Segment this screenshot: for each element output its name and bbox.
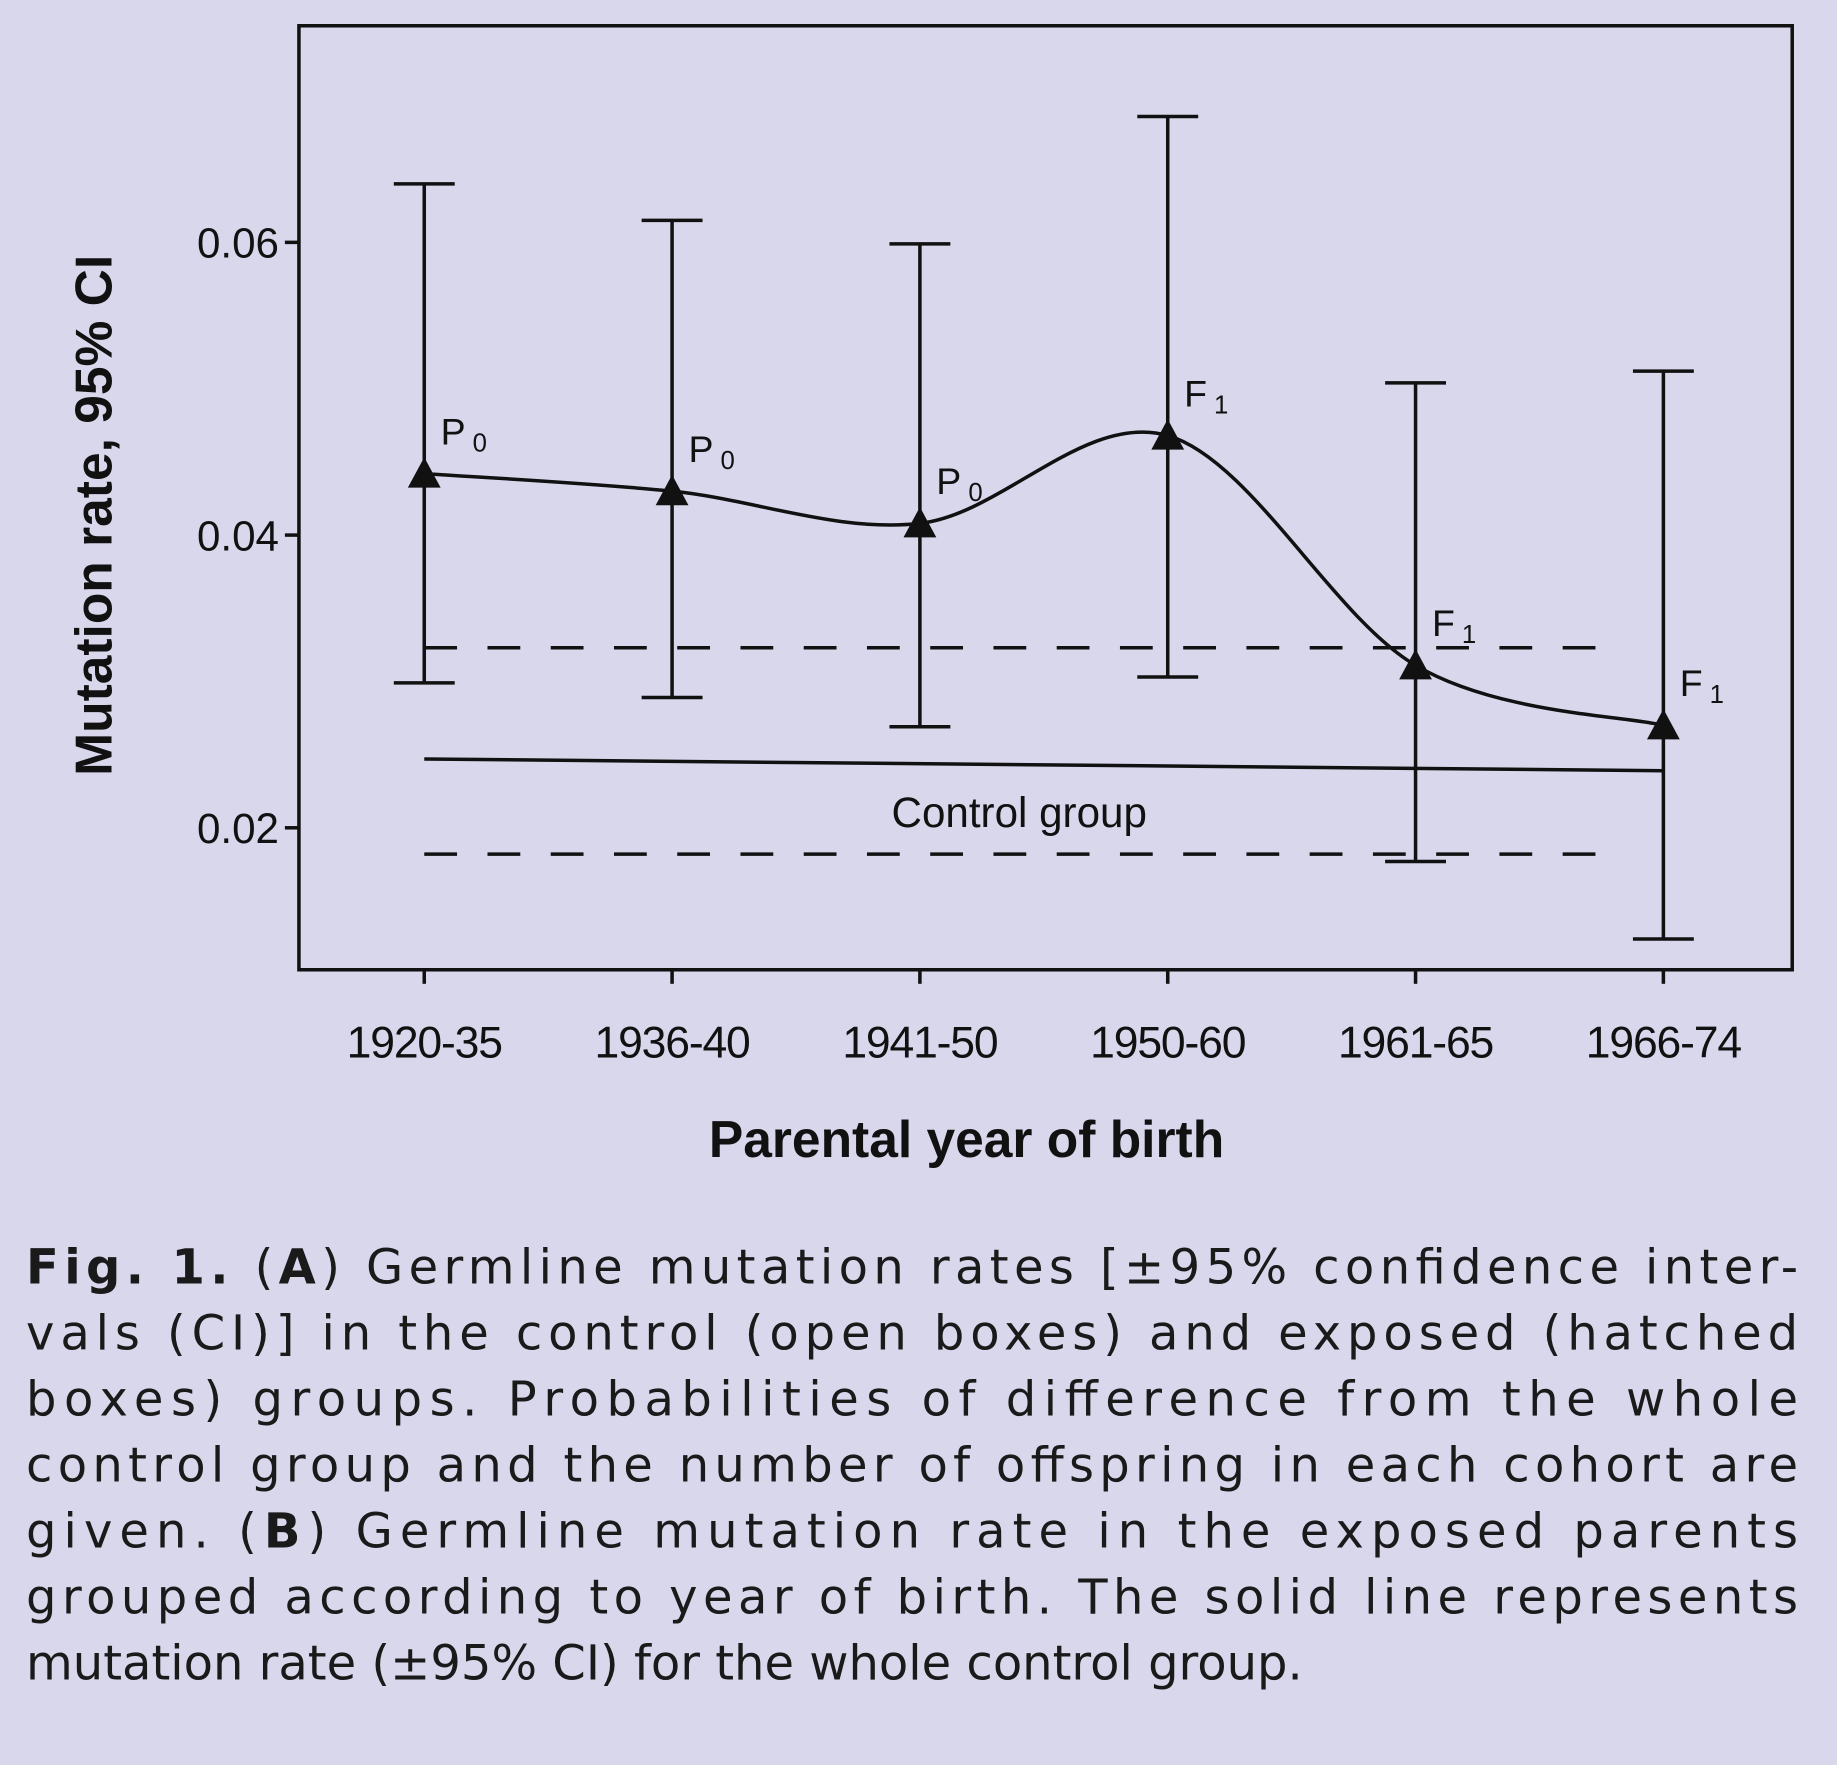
- plot-frame: [297, 24, 1794, 972]
- caption-line: boxes) groups. Probabilities of differen…: [26, 1372, 1798, 1428]
- y-tick-label: 0.04: [197, 512, 279, 559]
- caption-bold-text: Fig. 1.: [26, 1240, 229, 1296]
- point-label-subscript: 1: [1214, 391, 1228, 419]
- data-point-marker: [903, 506, 937, 538]
- y-axis-label: Mutation rate, 95% CI: [65, 255, 123, 776]
- caption-text: given. (: [26, 1503, 257, 1559]
- control-group-label: Control group: [892, 789, 1147, 836]
- x-tick-label: 1936-40: [595, 1019, 751, 1068]
- point-label-subscript: 0: [721, 447, 735, 475]
- caption-bold-text: A: [279, 1240, 316, 1296]
- x-tick-label: 1961-65: [1338, 1019, 1493, 1068]
- caption-line: control group and the number of offsprin…: [26, 1437, 1798, 1493]
- x-tick-label: 1966-74: [1586, 1019, 1742, 1068]
- caption-bold-text: B: [264, 1503, 301, 1559]
- x-tick-label: 1920-35: [347, 1019, 502, 1068]
- data-points: P 0 P 0 P 0 F 1 F 1 F 1: [407, 372, 1724, 740]
- control-rate-line: [424, 757, 1664, 773]
- y-tick-label: 0.02: [197, 805, 279, 852]
- point-label-subscript: 0: [968, 479, 982, 507]
- caption-text: vals (CI)] in the control (open boxes) a…: [26, 1306, 1798, 1362]
- point-label-subscript: 0: [473, 429, 487, 457]
- series-line: [424, 430, 1664, 728]
- data-point-marker: [655, 474, 689, 506]
- caption-text: mutation rate (±95% CI) for the whole co…: [26, 1635, 1303, 1691]
- point-label-subscript: 1: [1462, 621, 1476, 649]
- caption-text: boxes) groups. Probabilities of differen…: [26, 1372, 1798, 1428]
- caption-text: (: [234, 1240, 273, 1296]
- caption-line: vals (CI)] in the control (open boxes) a…: [26, 1306, 1798, 1362]
- data-point-marker: [407, 457, 441, 488]
- caption-line: Fig. 1. (A) Germline mutation rates [±95…: [26, 1240, 1798, 1296]
- data-point-marker: [1399, 648, 1432, 680]
- caption-text: ) Germline mutation rates [±95% confiden…: [321, 1240, 1798, 1296]
- y-axis: 0.02 0.04 0.06: [197, 220, 299, 852]
- figure-caption: Fig. 1. (A) Germline mutation rates [±95…: [26, 1240, 1798, 1692]
- x-tick-label: 1950-60: [1090, 1019, 1246, 1068]
- data-point-marker: [1151, 419, 1185, 450]
- data-point-marker: [1646, 708, 1680, 740]
- error-bars: [393, 114, 1694, 941]
- y-tick-label: 0.06: [197, 220, 279, 267]
- caption-text: ) Germline mutation rate in the exposed …: [307, 1503, 1798, 1559]
- caption-line: grouped according to year of birth. The …: [26, 1569, 1798, 1625]
- caption-line: mutation rate (±95% CI) for the whole co…: [26, 1635, 1303, 1691]
- x-axis-label: Parental year of birth: [709, 1110, 1224, 1168]
- x-axis: 1920-35 1936-40 1941-50 1950-60 1961-65 1966-…: [347, 969, 1743, 1068]
- caption-line: given. (B) Germline mutation rate in the…: [26, 1503, 1798, 1559]
- point-label-subscript: 1: [1710, 681, 1724, 709]
- caption-text: grouped according to year of birth. The …: [26, 1569, 1798, 1625]
- x-tick-label: 1941-50: [842, 1019, 998, 1068]
- control-group: Control group: [424, 646, 1664, 856]
- caption-text: control group and the number of offsprin…: [26, 1437, 1798, 1493]
